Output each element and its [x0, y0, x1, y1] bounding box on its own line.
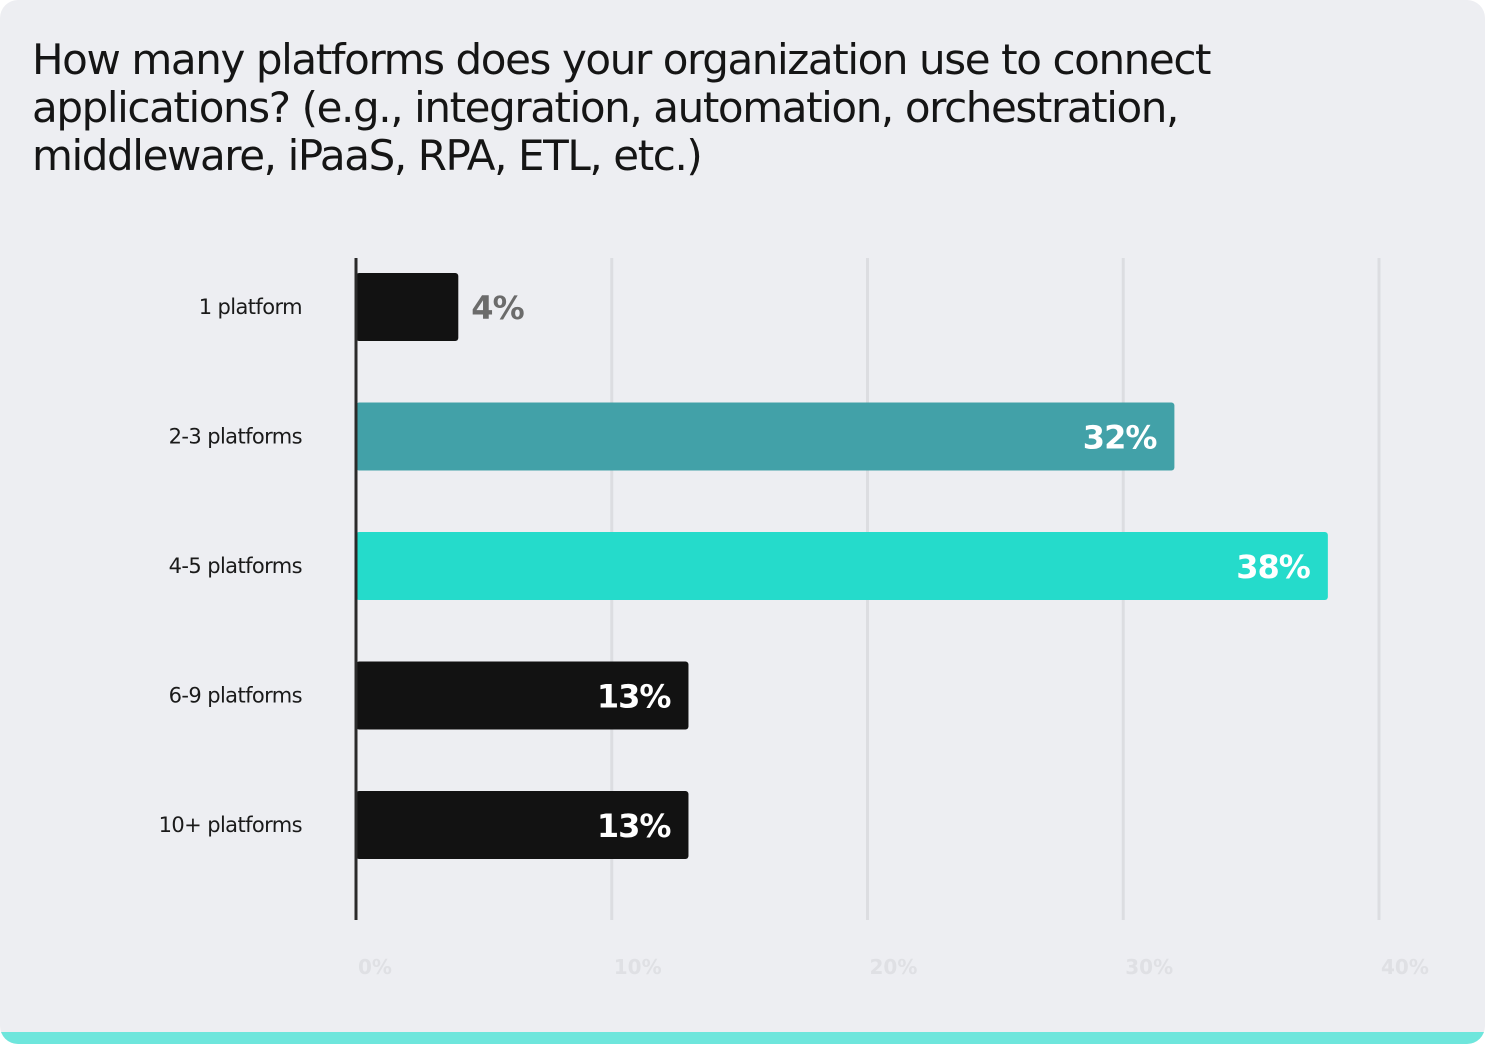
category-label: 4-5 platforms — [169, 554, 302, 578]
x-tick-label: 30% — [1125, 955, 1173, 979]
bar — [356, 273, 459, 341]
value-label: 32% — [1083, 419, 1158, 457]
bar — [356, 791, 689, 859]
value-label: 38% — [1236, 548, 1311, 586]
category-label: 1 platform — [199, 295, 302, 319]
x-tick-label: 10% — [614, 955, 662, 979]
value-label: 4% — [471, 289, 524, 327]
x-tick-label: 0% — [358, 955, 392, 979]
chart-title: How many platforms does your organizatio… — [32, 35, 1211, 180]
category-label: 2-3 platforms — [169, 425, 302, 449]
bar — [356, 661, 689, 730]
value-label: 13% — [597, 678, 672, 716]
x-tick-label: 20% — [870, 955, 918, 979]
x-tick-label: 40% — [1381, 955, 1429, 979]
accent-bar — [0, 1032, 1485, 1044]
bar — [356, 402, 1175, 471]
category-label: 6-9 platforms — [169, 684, 302, 708]
bar — [356, 532, 1328, 600]
value-label: 13% — [597, 807, 672, 845]
category-label: 10+ platforms — [159, 813, 302, 837]
